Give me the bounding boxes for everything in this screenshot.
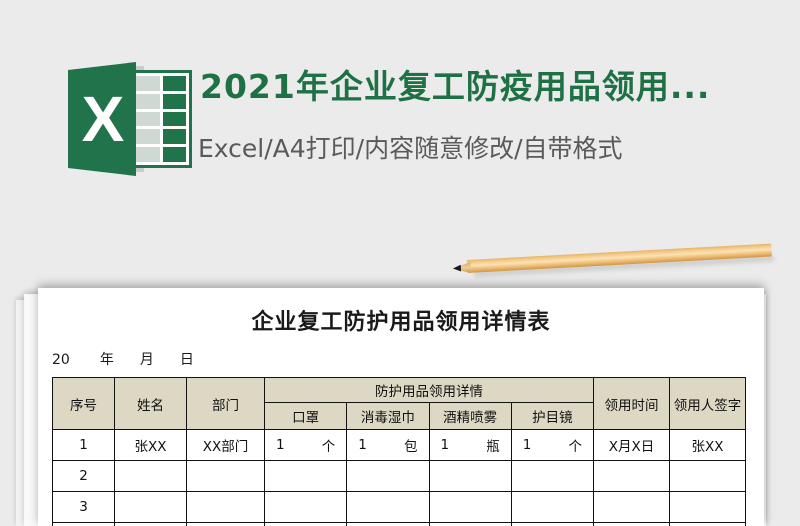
cell-signature[interactable] [669, 460, 746, 492]
cell-name[interactable]: 张XX [114, 429, 187, 461]
cell-mask[interactable] [263, 460, 348, 492]
excel-logo-grid [136, 76, 186, 162]
cell-department[interactable] [186, 491, 265, 523]
col-header-group-supplies: 防护用品领用详情 [264, 377, 594, 403]
excel-logo: X [68, 58, 196, 180]
cell-time[interactable] [593, 491, 670, 523]
cell-spray[interactable] [428, 460, 512, 492]
cell-name[interactable] [114, 491, 187, 523]
col-header-wipes: 消毒湿巾 [346, 402, 430, 430]
document-title: 企业复工防护用品领用详情表 [251, 310, 551, 335]
col-header-mask: 口罩 [263, 402, 348, 430]
cell-goggles[interactable] [510, 460, 595, 492]
cell-signature[interactable] [669, 491, 746, 523]
table-row [52, 522, 746, 526]
cell-signature[interactable]: 张XX [669, 429, 746, 461]
cell-index[interactable] [52, 522, 115, 526]
date-line: 20 年 月 日 [52, 349, 764, 369]
cell-time[interactable] [593, 522, 670, 526]
col-header-goggles: 护目镜 [510, 402, 595, 430]
cell-index[interactable]: 1 [52, 429, 115, 461]
cell-index[interactable]: 3 [52, 491, 115, 523]
excel-logo-letter: X [81, 83, 125, 155]
banner-subtitle: Excel/A4打印/内容随意修改/自带格式 [198, 134, 623, 163]
pencil-tip-lead [453, 265, 461, 272]
cell-time[interactable]: X月X日 [593, 429, 670, 461]
pencil-icon [452, 243, 774, 282]
col-header-time: 领用时间 [593, 377, 670, 430]
table-header: 序号 姓名 部门 防护用品领用详情 领用时间 领用人签字 口罩 消毒湿巾 酒精喷… [52, 377, 746, 430]
cell-name[interactable] [114, 522, 187, 526]
cell-spray[interactable] [428, 491, 512, 523]
cell-department[interactable]: XX部门 [186, 429, 265, 461]
document-sheet: 企业复工防护用品领用详情表 20 年 月 日 序号 姓名 部门 防护用品领用详情 领用… [38, 288, 764, 526]
banner-title: 2021年企业复工防疫用品领用... [200, 67, 711, 106]
cell-wipes[interactable] [346, 522, 430, 526]
col-header-department: 部门 [186, 377, 265, 430]
cell-spray-qty: 1 [440, 437, 450, 453]
cell-department[interactable] [186, 460, 265, 492]
cell-department[interactable] [186, 522, 265, 526]
product-banner: X 2021年企业复工防疫用品领用... Excel/A4打印/内容随意修改/自… [0, 55, 800, 190]
date-month-label: 月 [139, 352, 154, 368]
cell-spray-unit: 瓶 [486, 439, 500, 455]
cell-signature[interactable] [669, 522, 746, 526]
cell-goggles[interactable] [510, 522, 595, 526]
cell-wipes[interactable] [346, 460, 430, 492]
cell-wipes-unit: 包 [404, 439, 418, 455]
col-header-name: 姓名 [114, 377, 187, 430]
cell-index[interactable]: 2 [52, 460, 115, 492]
cell-mask[interactable] [263, 491, 348, 523]
table-row: 3 [52, 491, 746, 523]
table-row: 2 [52, 460, 746, 492]
cell-spray[interactable] [428, 522, 512, 526]
cell-wipes-qty: 1 [358, 437, 367, 453]
cell-name[interactable] [114, 460, 187, 492]
cell-goggles-unit: 个 [568, 439, 583, 455]
cell-goggles[interactable] [510, 491, 595, 523]
cell-mask[interactable] [263, 522, 348, 526]
cell-mask-unit: 个 [321, 439, 336, 455]
table-header-row-2: 口罩 消毒湿巾 酒精喷雾 护目镜 [53, 402, 746, 430]
col-header-spray: 酒精喷雾 [428, 402, 512, 430]
cell-wipes[interactable] [346, 491, 430, 523]
date-year-prefix: 20 [52, 352, 70, 368]
supplies-table: 序号 姓名 部门 防护用品领用详情 领用时间 领用人签字 口罩 消毒湿巾 酒精喷… [52, 377, 746, 526]
col-header-signature: 领用人签字 [669, 377, 746, 430]
excel-logo-sheet [130, 70, 192, 168]
cell-goggles-qty: 1 [522, 437, 532, 453]
date-year-label: 年 [99, 352, 114, 368]
cell-time[interactable] [593, 460, 670, 492]
col-header-index: 序号 [52, 377, 115, 430]
cell-mask-qty: 1 [276, 437, 285, 453]
date-day-label: 日 [179, 352, 194, 368]
table-header-row-1: 序号 姓名 部门 防护用品领用详情 领用时间 领用人签字 [52, 377, 746, 430]
excel-logo-panel [68, 62, 136, 176]
